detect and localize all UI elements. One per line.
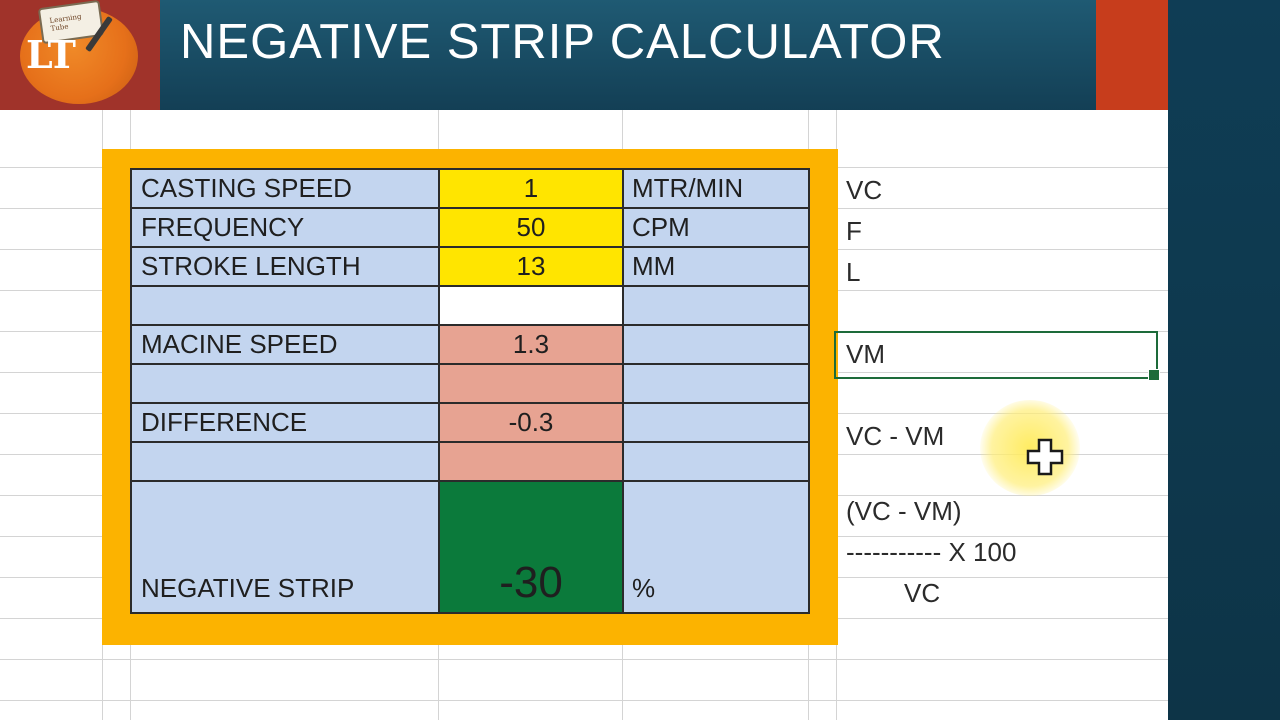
logo-area: Learning Tube LT [0, 0, 160, 110]
note-vc[interactable]: VC [846, 175, 883, 205]
cursor-highlight [980, 400, 1080, 496]
formula-denominator[interactable]: VC [904, 578, 941, 608]
difference-cell[interactable]: -0.3 [438, 402, 624, 443]
excel-plus-cursor-icon [1026, 438, 1064, 476]
table-row: FREQUENCY 50 CPM [130, 207, 810, 248]
unit-cell[interactable] [622, 402, 810, 443]
result-label[interactable]: NEGATIVE STRIP [130, 480, 440, 614]
table-row: STROKE LENGTH 13 MM [130, 246, 810, 287]
table-row [130, 363, 810, 404]
note-vm[interactable]: VM [846, 339, 885, 369]
fill-handle[interactable] [1148, 369, 1160, 381]
table-row [130, 285, 810, 326]
label-cell[interactable]: DIFFERENCE [130, 402, 440, 443]
logo-text: LT [26, 32, 76, 77]
empty-cell[interactable] [438, 363, 624, 404]
label-cell[interactable]: STROKE LENGTH [130, 246, 440, 287]
formula-divider[interactable]: ----------- X 100 [846, 537, 1017, 567]
formula-numerator[interactable]: (VC - VM) [846, 496, 962, 526]
accent-block [1096, 0, 1168, 110]
label-cell[interactable]: CASTING SPEED [130, 168, 440, 209]
table-row: MACINE SPEED 1.3 [130, 324, 810, 365]
casting-speed-input[interactable]: 1 [438, 168, 624, 209]
result-unit[interactable]: % [622, 480, 810, 614]
label-cell[interactable]: MACINE SPEED [130, 324, 440, 365]
note-difference[interactable]: VC - VM [846, 421, 945, 451]
empty-cell[interactable] [438, 285, 624, 326]
calculator-table: CASTING SPEED 1 MTR/MIN FREQUENCY 50 CPM… [130, 168, 810, 614]
table-row: CASTING SPEED 1 MTR/MIN [130, 168, 810, 209]
table-row: DIFFERENCE -0.3 [130, 402, 810, 443]
table-row [130, 441, 810, 482]
machine-speed-cell[interactable]: 1.3 [438, 324, 624, 365]
unit-cell[interactable]: MTR/MIN [622, 168, 810, 209]
label-cell[interactable] [130, 285, 440, 326]
note-l[interactable]: L [846, 257, 861, 287]
unit-cell[interactable]: MM [622, 246, 810, 287]
negative-strip-result[interactable]: -30 [438, 480, 624, 614]
label-cell[interactable] [130, 363, 440, 404]
table-row: NEGATIVE STRIP -30 % [130, 480, 810, 614]
page-title: NEGATIVE STRIP CALCULATOR [180, 15, 945, 69]
unit-cell[interactable] [622, 324, 810, 365]
logo-book-text: Learning Tube [49, 12, 82, 33]
frequency-input[interactable]: 50 [438, 207, 624, 248]
unit-cell[interactable] [622, 441, 810, 482]
unit-cell[interactable] [622, 285, 810, 326]
title-bar [160, 0, 1096, 110]
empty-cell[interactable] [438, 441, 624, 482]
side-panel [1168, 0, 1280, 720]
note-f[interactable]: F [846, 216, 862, 246]
unit-cell[interactable] [622, 363, 810, 404]
label-cell[interactable]: FREQUENCY [130, 207, 440, 248]
label-cell[interactable] [130, 441, 440, 482]
selected-cell[interactable] [834, 331, 1158, 379]
stroke-length-input[interactable]: 13 [438, 246, 624, 287]
unit-cell[interactable]: CPM [622, 207, 810, 248]
